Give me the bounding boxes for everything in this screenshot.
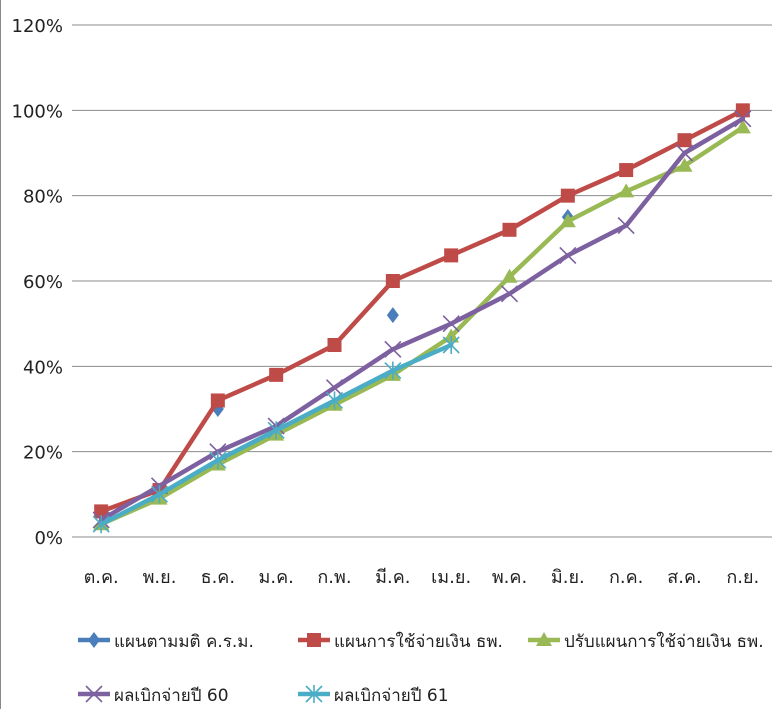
x-tick-label: ต.ค. xyxy=(84,567,119,588)
data-point xyxy=(92,515,110,534)
data-point xyxy=(444,248,459,263)
legend-marker xyxy=(85,685,103,703)
data-point xyxy=(209,451,227,470)
data-point xyxy=(677,133,692,148)
legend-label: แผนตามมติ ค.ร.ม. xyxy=(114,632,254,652)
data-point xyxy=(618,183,635,198)
data-point xyxy=(325,379,344,397)
data-point xyxy=(443,328,460,343)
series-0 xyxy=(211,209,574,417)
x-tick-label: ส.ค. xyxy=(667,567,701,588)
data-point xyxy=(559,213,576,228)
series-line xyxy=(98,108,746,514)
legend-marker xyxy=(88,632,100,648)
x-tick-label: พ.ย. xyxy=(143,567,177,588)
data-point xyxy=(94,504,109,519)
y-tick-label: 0% xyxy=(34,528,63,549)
data-point xyxy=(327,338,342,352)
y-tick-label: 60% xyxy=(23,272,63,293)
legend-item: แผนตามมติ ค.ร.ม. xyxy=(78,632,254,652)
x-tick-label: ก.ย. xyxy=(726,567,759,588)
legend-item: ปรับแผนการใช้จ่ายเงิน ธพ. xyxy=(528,631,764,652)
legend-label: ปรับแผนการใช้จ่ายเงิน ธพ. xyxy=(564,631,764,652)
data-point xyxy=(384,361,402,380)
data-point xyxy=(384,340,402,358)
legend-item: ผลเบิกจ่ายปี 61 xyxy=(298,685,449,706)
y-tick-label: 100% xyxy=(12,101,63,122)
data-point xyxy=(560,188,575,203)
y-tick-label: 80% xyxy=(23,187,63,208)
legend-label: ผลเบิกจ่ายปี 61 xyxy=(334,686,449,706)
x-tick-label: เม.ย. xyxy=(431,567,471,588)
data-point xyxy=(617,216,635,235)
legend-item: ผลเบิกจ่ายปี 60 xyxy=(78,685,229,706)
x-tick-label: พ.ค. xyxy=(492,567,527,588)
y-tick-label: 40% xyxy=(23,357,63,378)
series-1 xyxy=(94,103,750,519)
x-tick-label: ก.พ. xyxy=(317,567,351,588)
data-point xyxy=(442,315,460,333)
data-point xyxy=(559,246,577,264)
data-point xyxy=(675,144,694,162)
series-4 xyxy=(92,336,460,534)
legend-marker xyxy=(536,632,552,646)
legend-marker xyxy=(305,685,323,703)
y-tick-label: 120% xyxy=(12,16,63,37)
data-point xyxy=(442,336,460,354)
x-tick-label: ม.ค. xyxy=(258,567,293,588)
data-point xyxy=(500,285,519,303)
data-point xyxy=(734,119,751,134)
data-point xyxy=(502,222,517,237)
data-point xyxy=(735,103,750,118)
left-border xyxy=(0,0,1,709)
legend-item: แผนการใช้จ่ายเงิน ธพ. xyxy=(298,631,503,652)
data-point xyxy=(325,391,344,410)
data-point xyxy=(501,268,518,283)
legend-marker xyxy=(307,633,321,647)
data-point xyxy=(150,485,169,504)
data-point xyxy=(734,110,752,128)
x-tick-label: ธ.ค. xyxy=(201,567,235,588)
x-tick-label: มี.ค. xyxy=(375,567,410,588)
series-3 xyxy=(92,110,752,529)
x-tick-label: มิ.ย. xyxy=(551,567,585,588)
data-point xyxy=(267,421,285,440)
y-tick-label: 20% xyxy=(23,443,63,464)
data-point xyxy=(210,393,225,408)
data-point xyxy=(386,307,399,324)
series-line xyxy=(98,116,746,523)
x-tick-label: ก.ค. xyxy=(609,567,643,588)
legend-label: แผนการใช้จ่ายเงิน ธพ. xyxy=(334,631,503,652)
legend-label: ผลเบิกจ่ายปี 60 xyxy=(114,686,229,706)
data-point xyxy=(619,163,634,178)
data-point xyxy=(676,157,693,172)
data-point xyxy=(385,274,400,288)
data-point xyxy=(269,367,284,382)
